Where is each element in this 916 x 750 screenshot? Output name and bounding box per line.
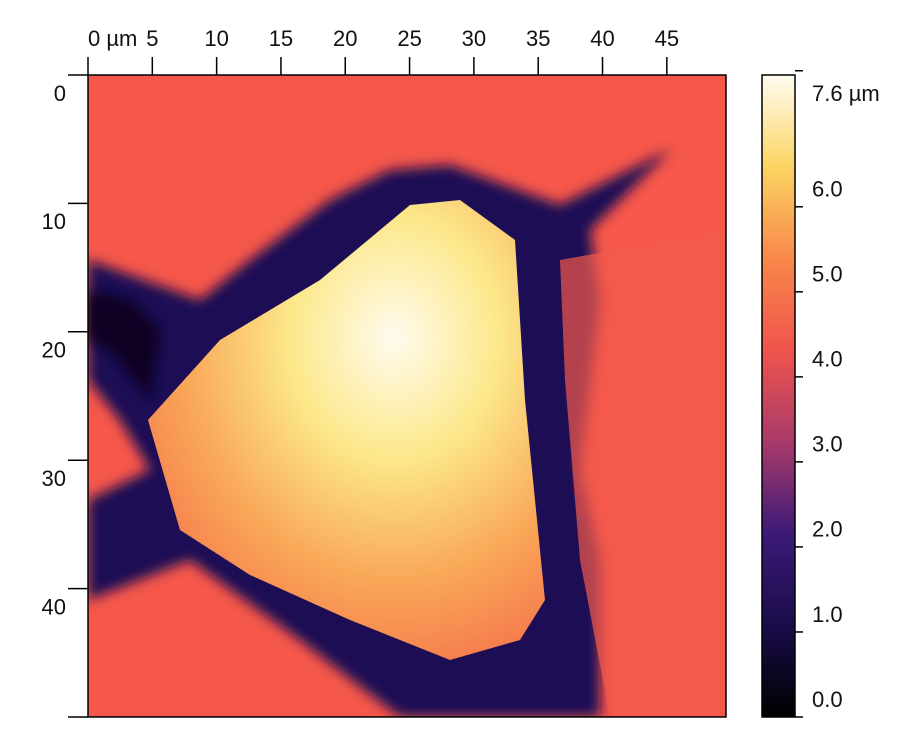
y-tick-label: 10 <box>42 209 66 234</box>
colorbar-tick-label: 5.0 <box>812 262 843 287</box>
x-tick-label: 0 µm <box>88 26 137 51</box>
x-tick-label: 30 <box>462 26 486 51</box>
x-tick-label: 15 <box>269 26 293 51</box>
x-tick-label: 10 <box>204 26 228 51</box>
x-tick-label: 25 <box>397 26 421 51</box>
colorbar-tick-label: 1.0 <box>812 602 843 627</box>
x-tick-label: 45 <box>655 26 679 51</box>
colorbar-tick-label: 2.0 <box>812 517 843 542</box>
colorbar-tick-label: 4.0 <box>812 347 843 372</box>
afm-image <box>88 75 726 717</box>
y-tick-label: 0 <box>54 81 66 106</box>
y-tick-label: 40 <box>42 594 66 619</box>
y-tick-label: 30 <box>42 466 66 491</box>
y-tick-label: 20 <box>42 338 66 363</box>
colorbar-tick-label: 0.0 <box>812 687 843 712</box>
x-tick-label: 35 <box>526 26 550 51</box>
colorbar <box>762 75 795 717</box>
colorbar-tick-label: 3.0 <box>812 432 843 457</box>
colorbar-tick-label: 6.0 <box>812 177 843 202</box>
colorbar-frame <box>761 74 796 718</box>
plot-frame <box>87 74 727 718</box>
colorbar-tick-label: 7.6 µm <box>812 81 880 106</box>
x-tick-label: 40 <box>590 26 614 51</box>
x-tick-label: 20 <box>333 26 357 51</box>
x-tick-label: 5 <box>146 26 158 51</box>
